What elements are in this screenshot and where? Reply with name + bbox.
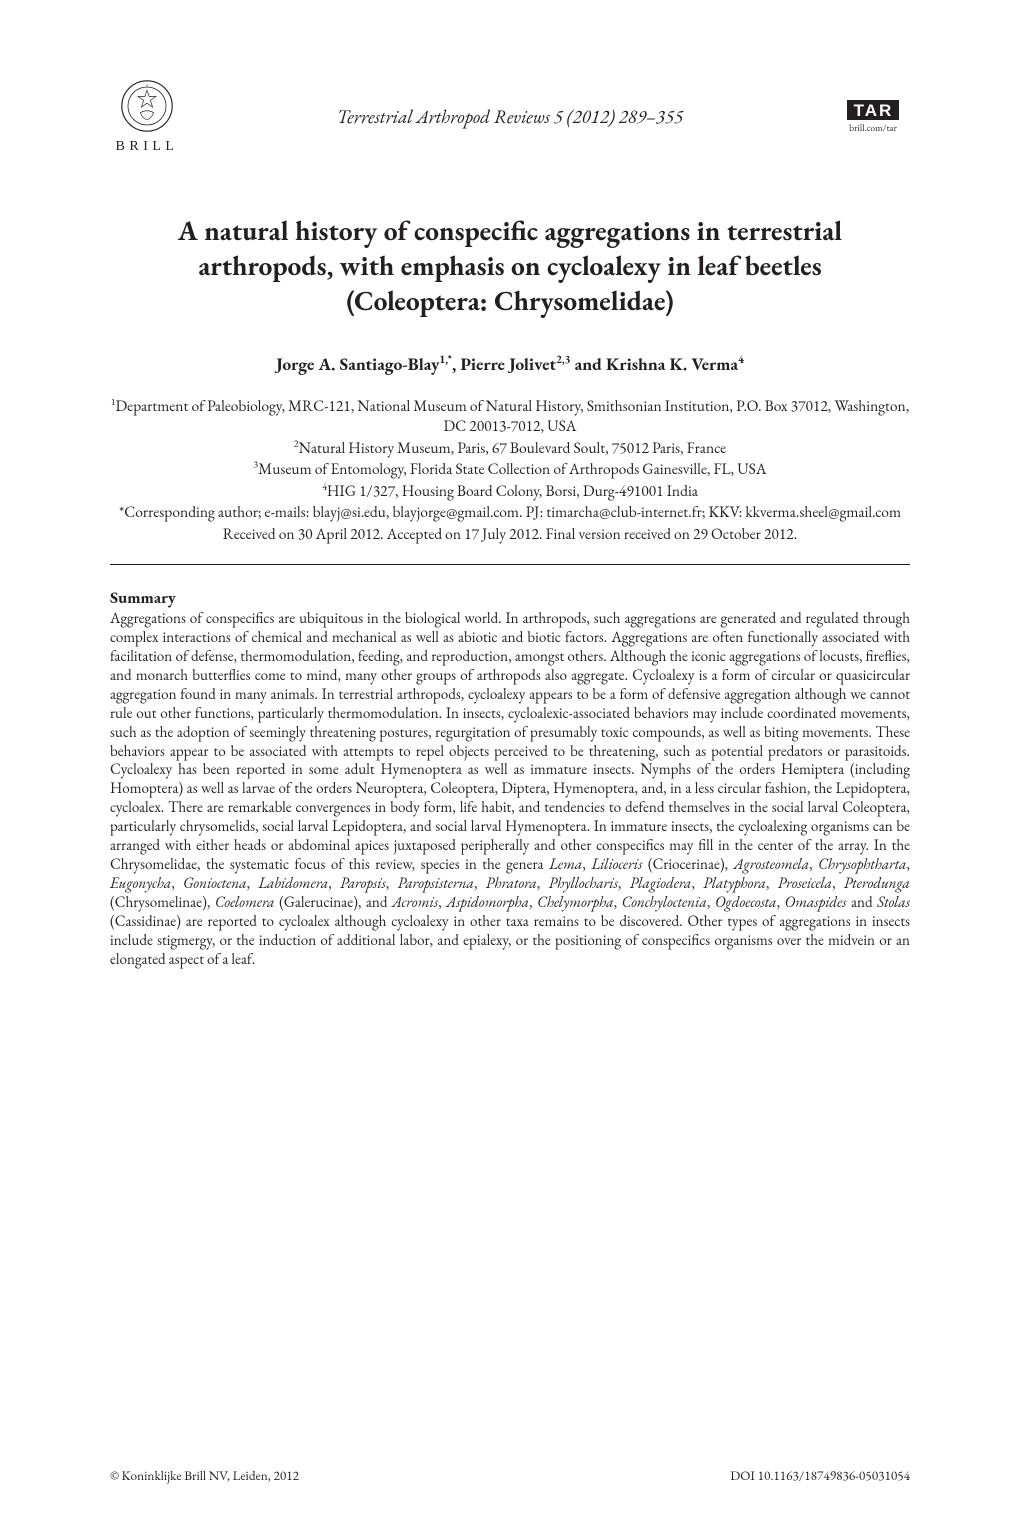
title-line: A natural history of conspecific aggrega… [178,213,842,249]
affiliation: 1Department of Paleobiology, MRC-121, Na… [110,395,910,437]
affiliations: 1Department of Paleobiology, MRC-121, Na… [110,395,910,522]
title-line: (Coleoptera: Chrysomelidae) [346,283,674,319]
journal-citation: Terrestrial Arthropod Reviews 5 (2012) 2… [184,105,836,129]
affiliation: 3Museum of Entomology, Florida State Col… [110,458,910,480]
corresponding-author: *Corresponding author; e-mails: blayj@si… [110,502,910,522]
doi: DOI 10.1163/18749836-05031054 [730,1467,910,1484]
article-dates: Received on 30 April 2012. Accepted on 1… [110,524,910,544]
copyright-notice: © Koninklijke Brill NV, Leiden, 2012 [110,1467,299,1484]
page-footer: © Koninklijke Brill NV, Leiden, 2012 DOI… [110,1467,910,1484]
journal-url: brill.com/tar [849,122,897,134]
running-header: S BRILL Terrestrial Arthropod Reviews 5 … [110,78,910,156]
section-rule [110,564,910,565]
affiliation: 2Natural History Museum, Paris, 67 Boule… [110,437,910,459]
author-list: Jorge A. Santiago-Blay1,*, Pierre Jolive… [110,353,910,376]
summary-heading: Summary [110,587,910,608]
tar-badge: TAR [847,100,900,120]
article-title: A natural history of conspecific aggrega… [110,214,910,320]
brill-logo: S BRILL [110,78,184,156]
journal-brand-logo: TAR brill.com/tar [836,100,910,134]
publisher-seal-icon: S [119,78,175,134]
publisher-name: BRILL [116,138,179,156]
title-line: arthropods, with emphasis on cycloalexy … [198,248,821,284]
summary-body: Aggregations of conspecifics are ubiquit… [110,610,910,970]
affiliation: 4HIG 1/327, Housing Board Colony, Borsi,… [110,480,910,502]
svg-text:S: S [146,83,148,88]
